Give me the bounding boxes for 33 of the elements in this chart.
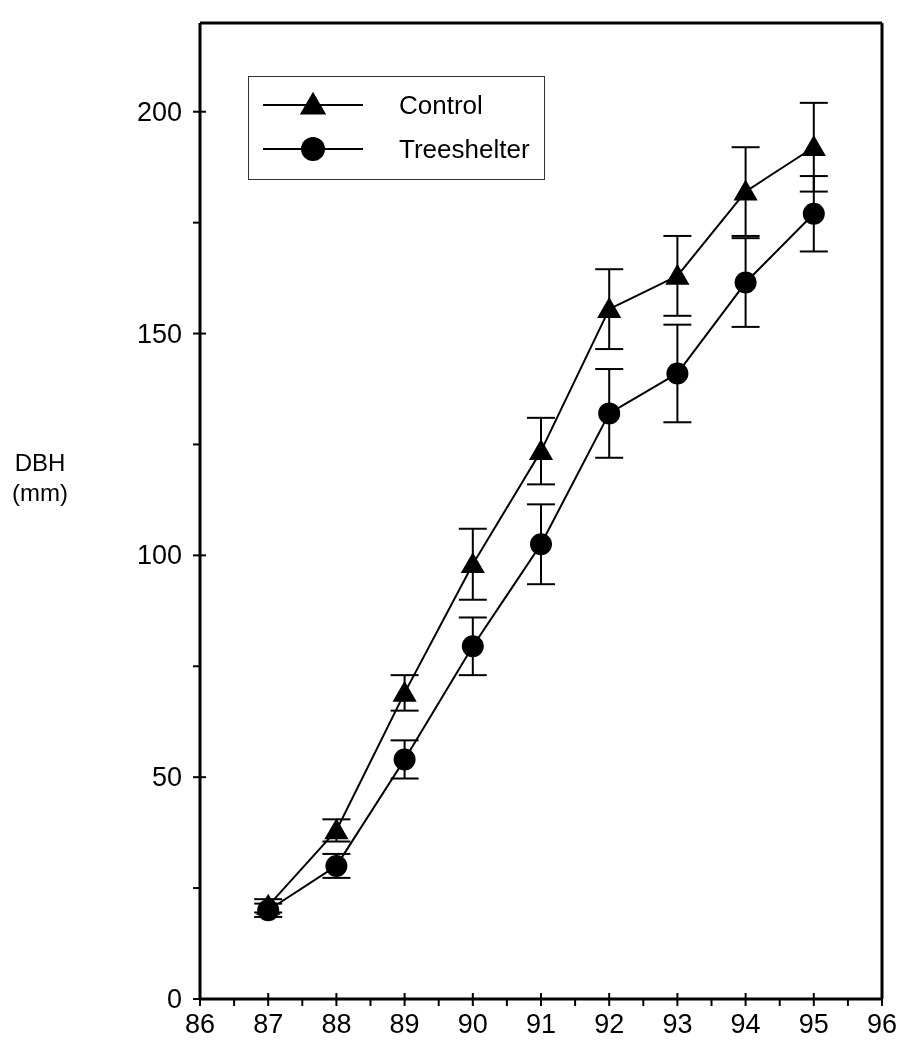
- y-tick-label: 100: [136, 540, 182, 571]
- point: [530, 533, 552, 556]
- point: [461, 635, 484, 658]
- y-tick-label: 200: [136, 96, 182, 127]
- x-tick-label: 95: [798, 1009, 829, 1039]
- x-tick-label: 89: [389, 1009, 420, 1039]
- x-tick-label: 86: [184, 1009, 216, 1039]
- x-tick-label: 90: [457, 1009, 488, 1039]
- point: [392, 680, 417, 702]
- point: [528, 439, 554, 460]
- point: [734, 271, 757, 294]
- x-tick-label: 87: [253, 1009, 284, 1039]
- legend-label: Treeshelter: [399, 133, 530, 165]
- x-tick-label: 92: [594, 1009, 625, 1039]
- x-tick-label: 94: [730, 1009, 761, 1039]
- x-tick-label: 88: [321, 1009, 352, 1039]
- point: [460, 552, 485, 574]
- y-tick-label: 150: [136, 318, 182, 349]
- point: [598, 402, 621, 425]
- point: [733, 179, 758, 201]
- point: [597, 297, 622, 318]
- point: [801, 135, 826, 157]
- legend-label: Control: [399, 89, 483, 121]
- x-tick-label: 96: [866, 1009, 898, 1039]
- y-axis-title: DBH (mm): [11, 448, 69, 508]
- x-tick-label: 93: [662, 1009, 693, 1039]
- point: [802, 202, 825, 225]
- point: [665, 263, 690, 285]
- y-tick-label: 50: [151, 762, 182, 793]
- point: [393, 748, 416, 771]
- x-tick-label: 91: [525, 1009, 557, 1039]
- y-tick-label: 0: [166, 984, 182, 1014]
- point: [666, 362, 689, 385]
